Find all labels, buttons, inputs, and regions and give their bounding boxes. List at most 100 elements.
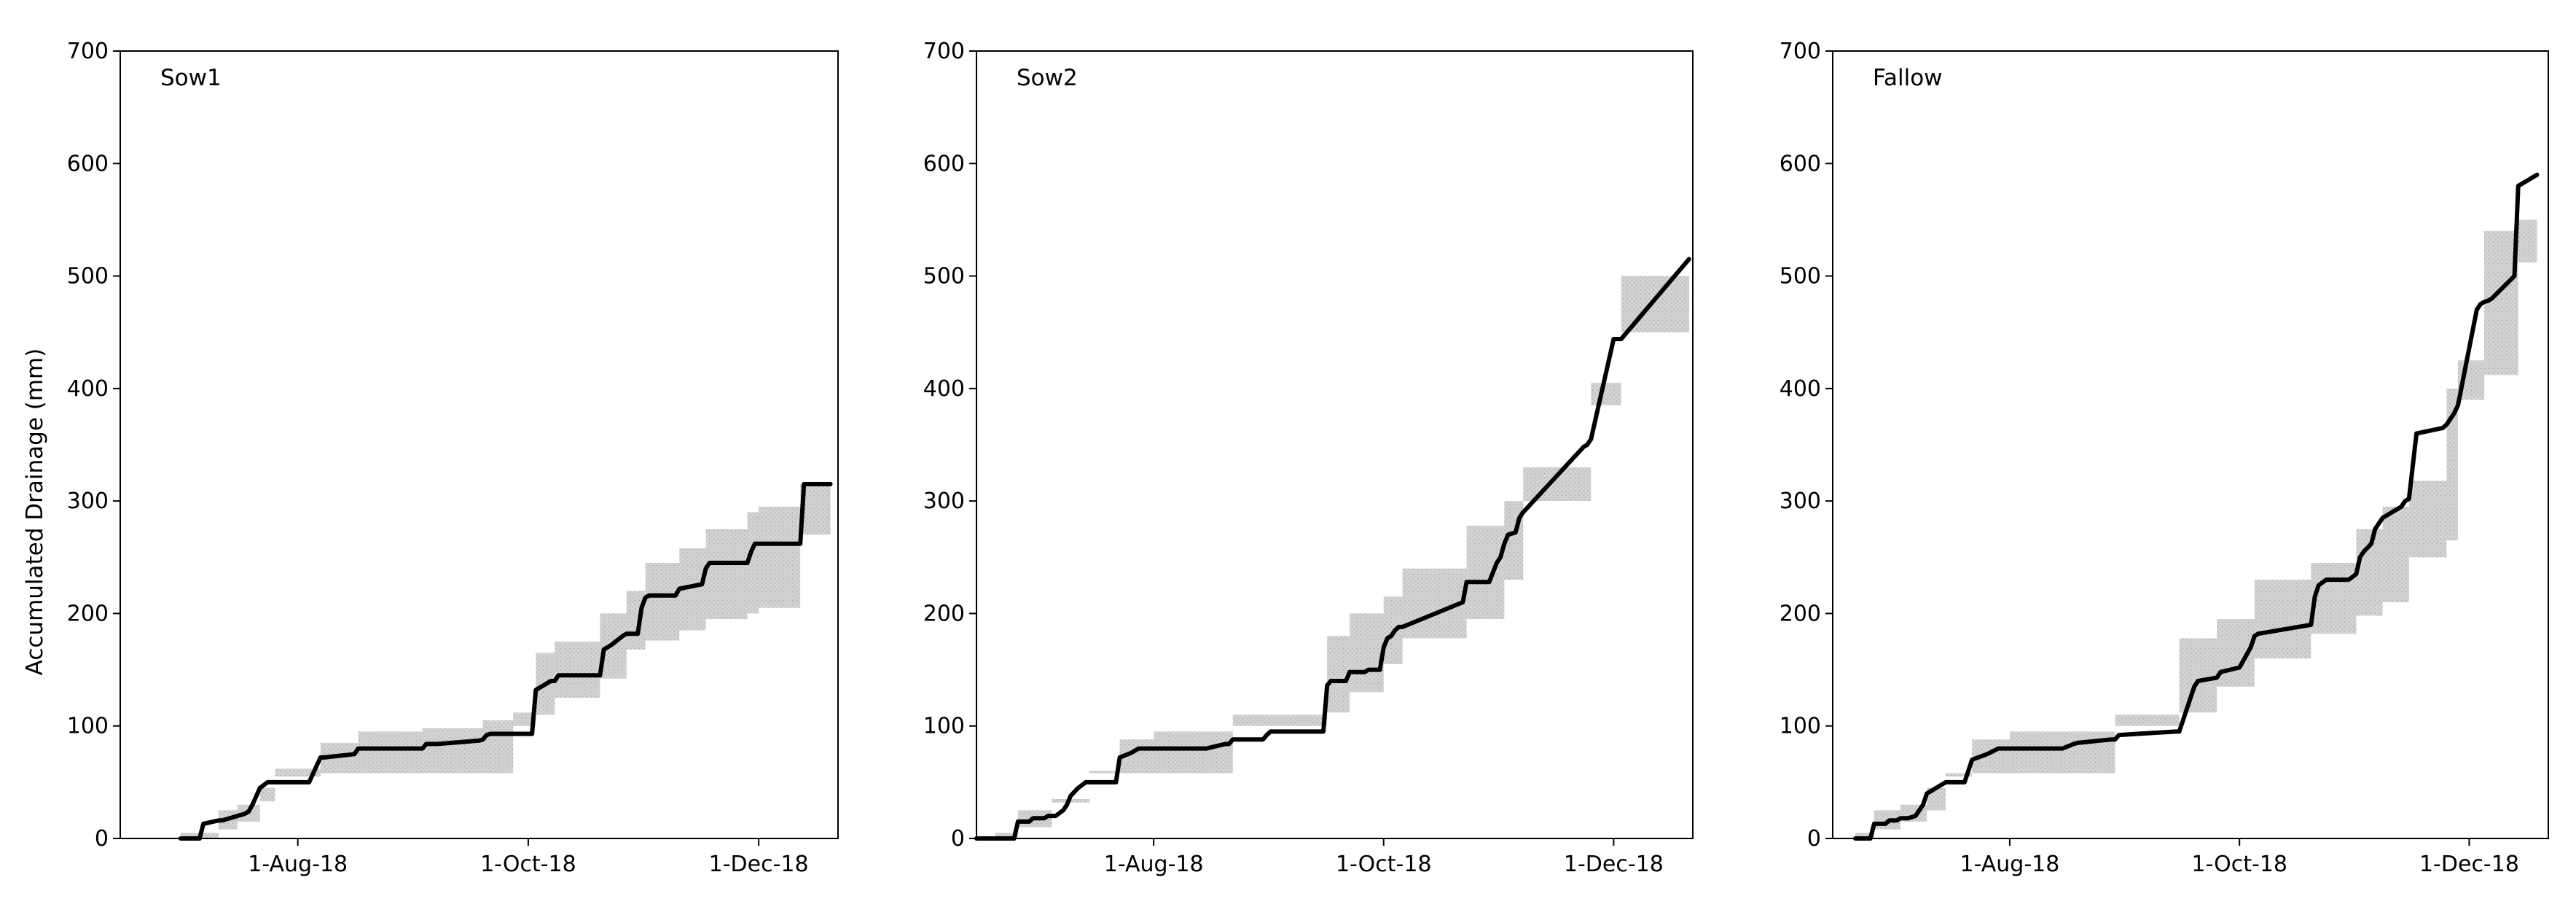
panel-0: 0 100 200 300 400 500 600 700 1-Aug-18 1-Oct-18 1-… <box>67 39 839 877</box>
data-point <box>2110 739 2113 740</box>
y-tick-label: 600 <box>1780 151 1821 176</box>
data-point <box>625 633 627 634</box>
data-point <box>1971 759 1973 760</box>
data-point <box>1205 747 1207 750</box>
data-point <box>244 813 246 814</box>
data-point <box>652 594 654 596</box>
data-point <box>2174 731 2177 733</box>
data-point <box>656 594 657 596</box>
data-point <box>2254 635 2255 637</box>
data-point <box>1326 685 1328 686</box>
data-point <box>1232 739 1234 740</box>
data-point <box>829 483 831 485</box>
data-point <box>603 649 605 650</box>
data-point <box>433 743 435 745</box>
data-point <box>1262 739 1264 740</box>
plot-frame <box>976 50 1694 839</box>
plot-frame <box>120 50 839 839</box>
data-point <box>2239 666 2240 669</box>
y-tick-label: 600 <box>923 151 965 176</box>
data-point <box>274 782 276 783</box>
panel-label: Sow1 <box>160 65 222 91</box>
data-point <box>1383 646 1385 648</box>
data-point <box>671 594 673 596</box>
data-point <box>1507 534 1509 536</box>
y-axis-label: Accumulated Drainage (mm) <box>22 349 48 676</box>
data-point <box>633 633 635 634</box>
data-point <box>1888 820 1890 822</box>
y-tick-label: 400 <box>67 376 109 402</box>
data-point <box>1620 338 1622 340</box>
y-tick-label: 400 <box>1780 376 1821 402</box>
data-point <box>1488 581 1490 583</box>
y-tick-label: 500 <box>1780 264 1821 289</box>
data-point <box>2355 573 2357 575</box>
data-point <box>2178 731 2180 733</box>
data-point <box>1616 338 1618 340</box>
data-point <box>421 747 423 750</box>
data-point <box>2336 579 2338 580</box>
data-point <box>1115 782 1117 783</box>
data-point <box>2442 427 2444 429</box>
data-point <box>1519 517 1520 519</box>
data-point <box>203 823 204 825</box>
data-point <box>1387 637 1388 639</box>
data-point <box>505 733 506 735</box>
data-point <box>2381 517 2384 519</box>
data-point <box>2118 734 2120 736</box>
data-point <box>369 747 371 750</box>
data-point <box>2480 303 2481 305</box>
data-point <box>436 743 439 745</box>
data-point <box>2258 633 2259 634</box>
data-point <box>1047 815 1049 817</box>
data-point <box>1945 782 1946 783</box>
data-point <box>599 674 601 677</box>
data-point <box>2491 297 2493 300</box>
data-point <box>2517 185 2519 187</box>
data-point <box>1070 795 1072 797</box>
y-tick-label: 100 <box>923 714 965 739</box>
data-point <box>248 811 250 812</box>
data-point <box>1496 562 1498 564</box>
data-point <box>1900 817 1901 819</box>
data-point <box>1586 444 1588 445</box>
data-point <box>2513 275 2516 277</box>
data-point <box>2483 301 2485 303</box>
data-point <box>520 733 522 735</box>
data-point <box>399 747 401 750</box>
data-point <box>1066 803 1068 806</box>
data-point <box>320 757 321 758</box>
data-point <box>1390 635 1392 637</box>
data-point <box>2329 579 2330 580</box>
data-point <box>2416 432 2417 435</box>
data-point <box>678 588 681 590</box>
data-point <box>1085 782 1087 783</box>
x-tick-label: 1-Aug-18 <box>1960 852 2059 877</box>
data-point <box>2073 743 2075 745</box>
data-point <box>550 680 552 682</box>
data-point <box>1364 671 1366 673</box>
data-point <box>1202 747 1204 750</box>
data-point <box>2310 624 2312 626</box>
data-point <box>2359 556 2361 558</box>
uncertainty-band <box>1855 90 2537 838</box>
data-point <box>803 483 805 485</box>
data-point <box>1949 782 1950 783</box>
y-tick-label: 0 <box>95 826 109 852</box>
data-point <box>1481 581 1483 583</box>
data-point <box>486 734 488 736</box>
data-point <box>1398 626 1400 628</box>
data-point <box>1896 820 1898 822</box>
x-tick-label: 1-Aug-18 <box>1104 852 1204 877</box>
data-point <box>1884 823 1887 825</box>
data-point <box>2325 579 2327 580</box>
data-point <box>2220 671 2222 673</box>
data-point <box>1330 680 1332 682</box>
data-point <box>751 550 752 553</box>
data-point <box>1092 782 1095 783</box>
data-point <box>2197 680 2199 682</box>
x-tick-label: 1-Dec-18 <box>709 852 809 877</box>
y-tick-label: 700 <box>67 39 109 64</box>
data-point <box>2193 685 2195 688</box>
